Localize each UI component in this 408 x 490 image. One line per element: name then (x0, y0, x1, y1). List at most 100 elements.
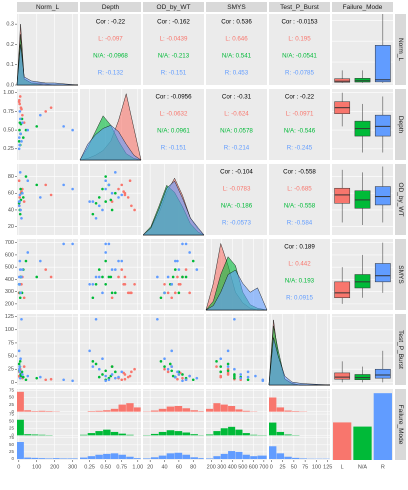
point (91, 365, 95, 368)
histogram-bar (17, 442, 24, 459)
histogram-bar (190, 434, 198, 436)
histogram-bar (80, 457, 88, 459)
point (21, 121, 24, 124)
point (17, 282, 21, 286)
point (101, 357, 104, 361)
point (176, 377, 179, 381)
y-tick-label: 75 (9, 411, 15, 416)
point (114, 268, 117, 271)
point (114, 171, 117, 174)
point (18, 360, 22, 363)
point (110, 191, 114, 195)
y-tick-label: 0.50 (3, 128, 14, 134)
histogram-bar (174, 431, 183, 436)
histogram-bar (257, 455, 267, 459)
point (101, 275, 104, 279)
point (18, 259, 22, 263)
point (184, 242, 188, 246)
point (128, 291, 132, 295)
group-correlation: L: -0.0971 (286, 111, 314, 118)
point (179, 282, 182, 286)
histogram-bar (213, 431, 221, 436)
point (21, 191, 24, 195)
x-tick-label: 1.00 (132, 464, 143, 470)
histogram-bar (206, 434, 214, 436)
row-label: OD_by_WT (397, 183, 404, 217)
y-tick-label: 20 (8, 224, 14, 230)
point (219, 374, 223, 378)
histogram-bar (38, 410, 46, 412)
point (126, 196, 130, 199)
strip-bg (395, 239, 406, 310)
histogram-bar (143, 458, 151, 459)
point (114, 291, 117, 295)
panel-bg (206, 314, 267, 385)
panel-bg (206, 89, 267, 160)
point (170, 282, 174, 286)
y-tick-label: 50 (9, 395, 15, 400)
histogram-bar (220, 404, 228, 412)
box (334, 372, 351, 380)
point (163, 365, 166, 368)
x-tick-label: 80 (190, 464, 196, 470)
group-correlation: L: -0.0783 (223, 186, 251, 193)
point (104, 259, 107, 263)
point (62, 378, 65, 382)
box (374, 263, 391, 283)
point (114, 191, 117, 195)
correlation: Cor : -0.22 (96, 19, 126, 26)
column-label: SMYS (227, 4, 246, 11)
histogram-bar (31, 411, 39, 412)
point (97, 268, 101, 271)
panel-bg (80, 239, 141, 310)
point (246, 370, 250, 374)
histogram-bar (235, 451, 243, 459)
histogram-bar (284, 410, 292, 412)
point (110, 208, 114, 212)
point (19, 132, 22, 136)
point (24, 128, 28, 132)
histogram-bar (158, 455, 167, 459)
point (110, 373, 114, 376)
correlation: Cor : -0.0153 (281, 19, 318, 26)
histogram-bar (133, 407, 141, 412)
point (17, 100, 21, 104)
point (215, 365, 218, 368)
panel-bg (80, 314, 141, 385)
panel-bg (17, 14, 78, 85)
point (94, 201, 98, 205)
point (195, 268, 199, 271)
panel-bg (80, 14, 141, 85)
strip-bg (395, 314, 406, 385)
point (110, 291, 114, 295)
point (122, 371, 125, 375)
point (110, 268, 114, 271)
box (334, 78, 351, 83)
point (18, 143, 21, 147)
correlation: Cor : 0.189 (284, 244, 315, 251)
point (104, 187, 107, 191)
point (170, 349, 174, 353)
point (130, 204, 133, 208)
x-tick-label: 100 (32, 464, 41, 470)
strip-bg (206, 2, 267, 12)
correlation: Cor : -0.0956 (155, 94, 192, 101)
histogram-bar (166, 406, 175, 412)
strip-bg (395, 164, 406, 235)
correlation: Cor : -0.558 (283, 169, 316, 176)
point (170, 365, 174, 368)
point (163, 357, 166, 361)
panel-bg (17, 314, 78, 385)
x-tick-label: 0 (270, 464, 273, 470)
point (91, 360, 95, 363)
group-correlation: L: -0.685 (287, 186, 312, 193)
point (166, 291, 170, 295)
point (184, 275, 188, 279)
group-correlation: L: -0.624 (224, 111, 249, 118)
group-correlation: N/A: -0.0968 (93, 53, 128, 60)
point (62, 242, 65, 246)
group-correlation: N/A: 0.0961 (157, 128, 190, 135)
point (49, 193, 53, 197)
x-tick-label: 25 (279, 464, 285, 470)
point (233, 317, 236, 321)
